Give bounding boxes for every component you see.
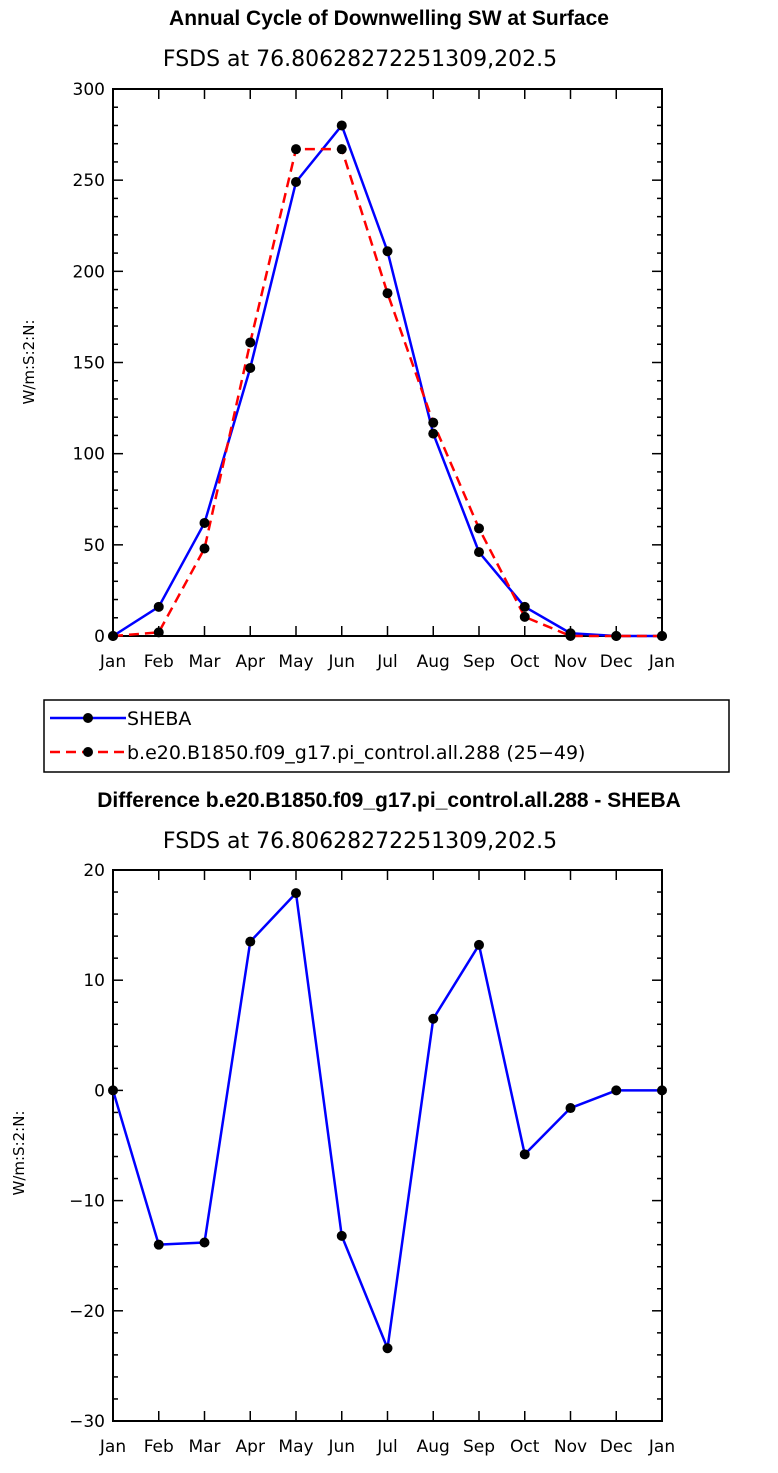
chart0-series-0-point xyxy=(291,176,301,187)
chart1-xtick-label: Feb xyxy=(144,1437,174,1457)
chart0-xtick-label: Aug xyxy=(417,652,450,672)
legend-label-model: b.e20.B1850.f09_g17.pi_control.all.288 (… xyxy=(127,742,585,764)
chart1-series-0-point xyxy=(428,1013,439,1024)
chart1-plot: 0 50 100 150 200 250 300 Jan Feb Mar Apr May Jun Jul A… xyxy=(73,80,676,672)
chart0-xtick-label: Jul xyxy=(376,652,398,672)
chart0-xtick-label: Jan xyxy=(99,652,126,672)
chart1-series-0-point xyxy=(199,1237,210,1248)
chart1-xtick-label: Jan xyxy=(99,1437,126,1457)
chart1-subtitle: FSDS at 76.80628272251309,202.5 xyxy=(163,47,557,72)
chart1-ytick-label: −30 xyxy=(69,1412,105,1432)
chart0-xtick-label: Dec xyxy=(600,652,633,672)
chart1-xtick-label: Oct xyxy=(510,1437,540,1457)
chart1-xtick-label: Jun xyxy=(327,1437,355,1457)
chart0-series-1-point xyxy=(245,337,256,348)
chart1-series-line-0 xyxy=(111,891,662,1350)
chart0-xtick-label: Jun xyxy=(327,652,355,672)
chart1-xtick-label: Mar xyxy=(188,1437,220,1457)
legend-label-sheba: SHEBA xyxy=(127,708,191,730)
chart1-series-0-point xyxy=(153,1239,164,1250)
chart1-series-0-point xyxy=(245,936,256,947)
chart1-ytick-label: −20 xyxy=(69,1302,105,1322)
chart0-series-0-point xyxy=(153,601,164,612)
chart1-series-0-point xyxy=(474,939,484,950)
legend-marker-sheba xyxy=(83,713,93,723)
chart1-ylabel: W/m:S:2:N: xyxy=(20,320,38,405)
chart0-xtick-label: Jan xyxy=(648,652,675,672)
chart1-series-0-point xyxy=(291,888,301,899)
chart1-xtick-label: Nov xyxy=(554,1437,587,1457)
chart1-series-0-point xyxy=(519,1149,530,1160)
chart0-ytick-label: 0 xyxy=(94,627,105,647)
chart0-series-line-1 xyxy=(112,147,662,638)
chart0-xtick-label: Feb xyxy=(144,652,174,672)
chart1-series-0-point xyxy=(108,1085,118,1096)
chart1-frame xyxy=(112,869,663,1422)
chart2-ylabel: W/m:S:2:N: xyxy=(10,1111,28,1196)
chart1-xtick-label: May xyxy=(278,1437,313,1457)
chart0-series-1-point xyxy=(519,611,530,622)
chart0-xtick-label: Nov xyxy=(554,652,587,672)
chart0-ytick-label: 50 xyxy=(83,536,105,556)
chart1-xtick-label: Sep xyxy=(463,1437,495,1457)
legend-marker-model xyxy=(83,747,93,757)
chart0-xtick-label: Mar xyxy=(188,652,220,672)
chart0-series-0-point xyxy=(245,362,256,373)
chart2-title: Difference b.e20.B1850.f09_g17.pi_contro… xyxy=(97,789,681,812)
chart2-subtitle: FSDS at 76.80628272251309,202.5 xyxy=(163,829,557,854)
chart0-ytick-label: 100 xyxy=(73,445,105,465)
chart0-xtick-label: May xyxy=(278,652,313,672)
chart0-series-1-point xyxy=(336,144,347,155)
chart0-series-0-point xyxy=(336,120,347,131)
chart0-series-0-point xyxy=(428,428,439,439)
chart0-ytick-label: 300 xyxy=(73,80,105,100)
chart1-ytick-label: 0 xyxy=(94,1081,105,1101)
chart0-frame xyxy=(112,88,663,637)
chart1-xtick-label: Dec xyxy=(600,1437,633,1457)
chart1-series-0-point xyxy=(565,1103,576,1114)
chart0-series-1-point xyxy=(657,631,667,641)
legend: SHEBA b.e20.B1850.f09_g17.pi_control.all… xyxy=(43,699,730,773)
chart1-xtick-label: Jan xyxy=(648,1437,675,1457)
chart0-xtick-label: Oct xyxy=(510,652,540,672)
chart0-xtick-label: Apr xyxy=(236,652,265,672)
chart0-series-0-point xyxy=(382,246,393,257)
chart0-xtick-label: Sep xyxy=(463,652,495,672)
chart0-series-1-point xyxy=(108,631,118,641)
chart1-xtick-label: Aug xyxy=(417,1437,450,1457)
chart1-series-0-point xyxy=(657,1085,667,1096)
chart0-series-line-0 xyxy=(112,124,662,638)
chart0-series-0-point xyxy=(199,517,210,528)
chart0-ytick-label: 150 xyxy=(73,354,105,374)
chart0-series-0-point xyxy=(474,547,484,558)
chart0-ytick-label: 200 xyxy=(73,262,105,282)
chart1-xtick-label: Jul xyxy=(376,1437,398,1457)
chart0-series-1-point xyxy=(428,417,439,428)
chart0-series-1-point xyxy=(611,631,622,641)
chart0-series-1-point xyxy=(474,523,484,534)
chart0-series-1-point xyxy=(382,288,393,299)
chart0-series-1-point xyxy=(565,631,576,641)
chart1-xtick-label: Apr xyxy=(236,1437,265,1457)
chart0-series-0-point xyxy=(519,601,530,612)
chart1-ytick-label: 20 xyxy=(83,861,105,881)
chart0-series-1-point xyxy=(153,627,164,638)
chart0-series-1-point xyxy=(199,543,210,554)
chart2-plot: −30 −20 −10 0 10 20 Jan Feb Mar Apr May Jun Jul Aug Se… xyxy=(69,861,675,1457)
chart1-series-0-point xyxy=(611,1085,622,1096)
chart1-series-0-point xyxy=(336,1230,347,1241)
chart1-title: Annual Cycle of Downwelling SW at Surfac… xyxy=(169,7,609,30)
chart1-series-0-point xyxy=(382,1343,393,1354)
chart1-ytick-label: 10 xyxy=(83,971,105,991)
chart1-ytick-label: −10 xyxy=(69,1192,105,1212)
chart0-series-1-point xyxy=(291,144,301,155)
chart0-ytick-label: 250 xyxy=(73,171,105,191)
legend-box xyxy=(43,699,730,773)
